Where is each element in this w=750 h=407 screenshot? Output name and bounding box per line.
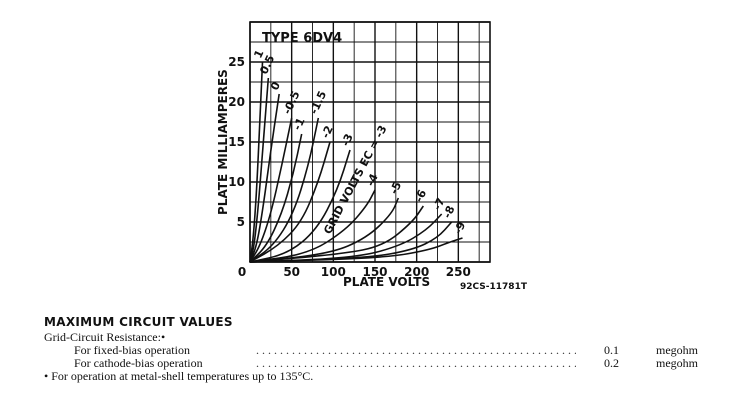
y-axis-label: PLATE MILLIAMPERES bbox=[216, 69, 230, 215]
curve-label: -7 bbox=[431, 196, 448, 213]
curve-label: -4 bbox=[364, 171, 381, 188]
x-tick-label: 150 bbox=[362, 265, 387, 279]
x-tick-label: 50 bbox=[283, 265, 300, 279]
chart-grid bbox=[249, 21, 491, 263]
curve-ec--0_5 bbox=[249, 117, 293, 263]
footnote: • For operation at metal-shell temperatu… bbox=[44, 369, 314, 383]
x-tick-label: 100 bbox=[321, 265, 346, 279]
y-tick-label: 20 bbox=[228, 95, 245, 109]
x-tick-label: 0 bbox=[238, 265, 246, 279]
figure-code: 92CS-11781T bbox=[460, 282, 528, 292]
curve-ec--1 bbox=[249, 133, 303, 263]
cathode-bias-unit: megohm bbox=[656, 356, 698, 370]
curve-label: 0 bbox=[268, 80, 283, 93]
chart-labels: 0 50 100 150 200 250 5 10 15 20 25 bbox=[228, 55, 471, 279]
curve-ec--6 bbox=[249, 205, 424, 263]
x-tick-label: 250 bbox=[446, 265, 471, 279]
fixed-bias-label: For fixed-bias operation bbox=[74, 343, 190, 357]
cathode-bias-value: 0.2 bbox=[604, 356, 619, 370]
curve-label: -5 bbox=[387, 180, 404, 197]
x-tick-label: 200 bbox=[404, 265, 429, 279]
x-axis-label: PLATE VOLTS bbox=[343, 275, 430, 289]
curve-label: -8 bbox=[441, 204, 458, 221]
plate-characteristics-chart: 10.50-0.5-1-1.5-2 -3-4 -5 -6 -7-8-9 0 50 100 15… bbox=[216, 21, 528, 292]
fixed-bias-unit: megohm bbox=[656, 343, 698, 357]
curve-label: -9 bbox=[451, 220, 468, 237]
y-tick-label: 10 bbox=[228, 175, 245, 189]
curve-label: -3 bbox=[339, 132, 356, 149]
cathode-bias-label: For cathode-bias operation bbox=[74, 356, 203, 370]
y-tick-label: 15 bbox=[228, 135, 245, 149]
curve-label: -6 bbox=[412, 187, 429, 204]
curve-label: -2 bbox=[319, 124, 336, 141]
curve-ec--9 bbox=[249, 237, 463, 263]
circuit-values-heading: MAXIMUM CIRCUIT VALUES bbox=[44, 315, 233, 329]
cathode-bias-row: For cathode-bias operation . . . . . . .… bbox=[44, 357, 704, 370]
chart-title: TYPE 6DV4 bbox=[262, 31, 342, 46]
fixed-bias-value: 0.1 bbox=[604, 343, 619, 357]
maximum-circuit-values: MAXIMUM CIRCUIT VALUES Grid-Circuit Resi… bbox=[44, 316, 704, 383]
curve-label: -1 bbox=[291, 116, 308, 133]
y-tick-label: 25 bbox=[228, 55, 245, 69]
grid-resistance-label: Grid-Circuit Resistance:• bbox=[44, 330, 166, 344]
dot-leader: . . . . . . . . . . . . . . . . . . . . … bbox=[256, 344, 576, 357]
dot-leader: . . . . . . . . . . . . . . . . . . . . … bbox=[256, 357, 576, 370]
curve-ec--2 bbox=[249, 141, 331, 263]
chart-curves: 10.50-0.5-1-1.5-2 -3-4 -5 -6 -7-8-9 bbox=[249, 48, 468, 263]
y-tick-label: 5 bbox=[237, 215, 245, 229]
fixed-bias-row: For fixed-bias operation . . . . . . . .… bbox=[44, 344, 704, 357]
